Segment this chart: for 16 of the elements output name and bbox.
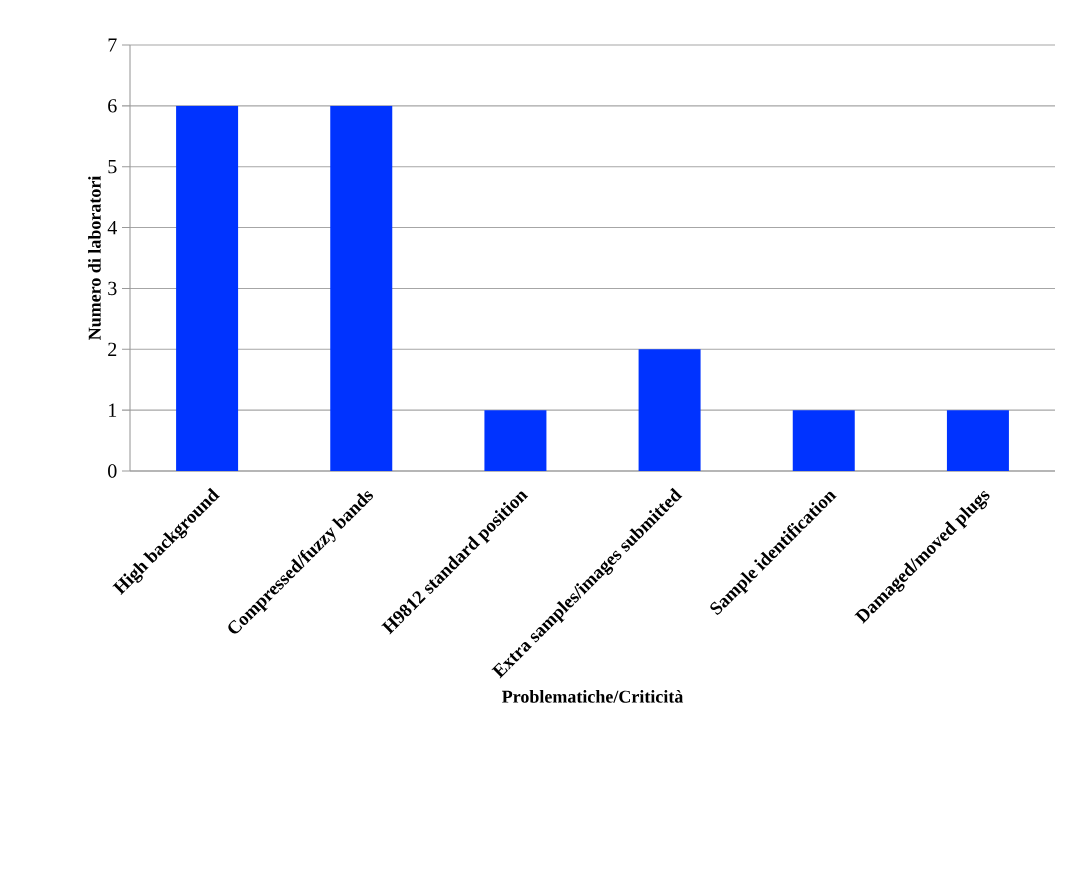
y-axis-title: Numero di laboratori [88,175,101,340]
y-tick-label: 6 [108,99,117,113]
bar [484,410,547,471]
y-tick-label: 7 [108,38,117,52]
bar [946,410,1009,471]
bar [330,105,393,471]
x-axis-title: Problematiche/Criticità [502,690,684,703]
y-tick-label: 1 [109,403,117,417]
y-tick-label: 3 [108,281,117,296]
y-tick-label: 4 [107,220,117,235]
y-tick-label: 2 [108,342,117,356]
y-tick-label: 5 [108,160,117,174]
bar [176,105,239,471]
bar [638,349,701,471]
y-tick-label: 0 [108,464,117,478]
bar [792,410,855,471]
